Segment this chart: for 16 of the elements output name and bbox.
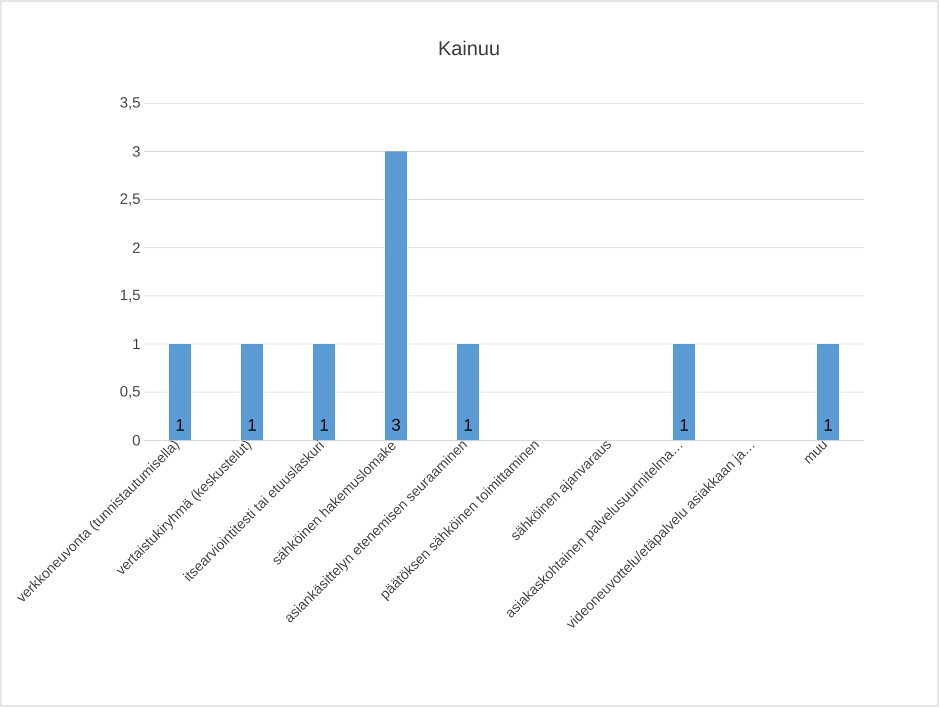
data-label: 1 xyxy=(464,419,472,431)
x-tick-label: muu xyxy=(804,440,828,464)
chart-title: Kainuu xyxy=(440,40,499,56)
y-tick-label: 0,5 xyxy=(120,386,140,398)
data-label: 1 xyxy=(680,419,688,431)
y-tick-label: 3 xyxy=(132,146,140,157)
data-label: 1 xyxy=(248,419,256,431)
data-label: 1 xyxy=(176,419,184,431)
data-label: 1 xyxy=(824,419,832,431)
y-tick-label: 1,5 xyxy=(120,290,140,302)
y-tick-label: 3,5 xyxy=(120,97,140,110)
data-label: 3 xyxy=(392,418,400,431)
y-tick-label: 2,5 xyxy=(120,193,140,206)
y-tick-label: 2 xyxy=(132,242,140,253)
y-tick-label: 1 xyxy=(133,338,140,350)
data-label: 1 xyxy=(320,419,328,431)
